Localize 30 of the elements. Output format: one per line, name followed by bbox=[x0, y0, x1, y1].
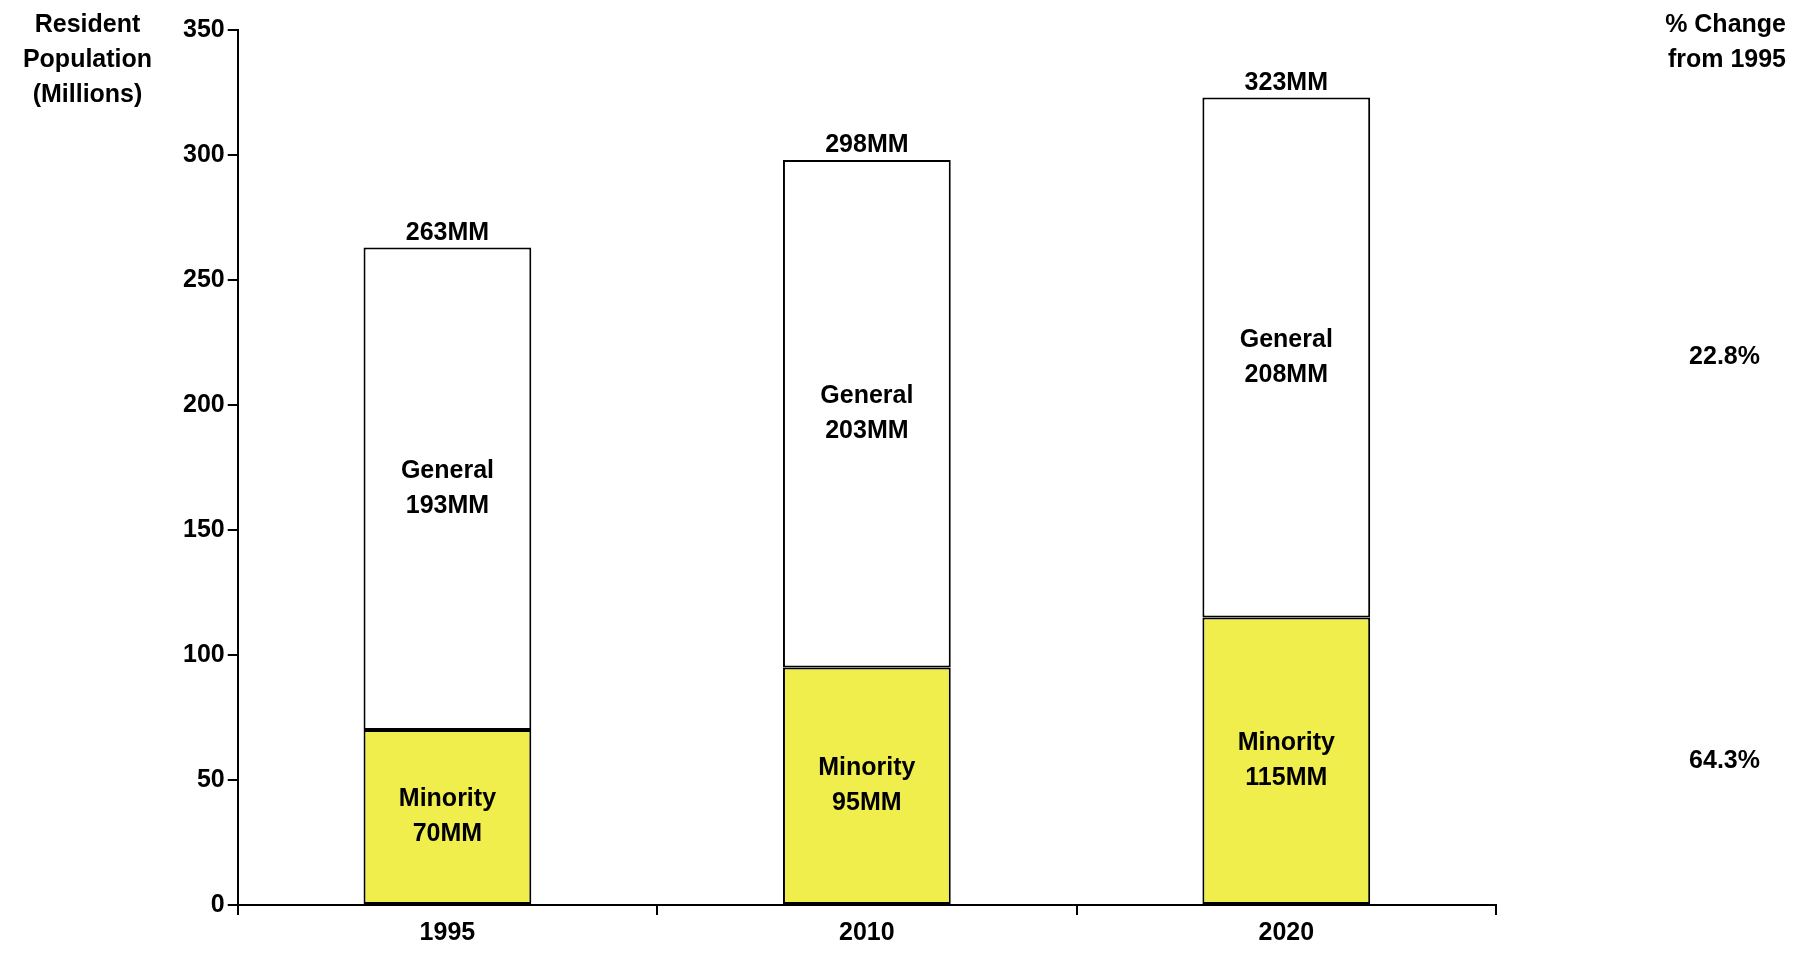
data-label: 115MM bbox=[1245, 762, 1328, 791]
text: % Change from 1995 bbox=[1664, 8, 1786, 74]
data-label: 70MM bbox=[412, 818, 483, 847]
y-tick-label: 350 bbox=[182, 13, 225, 42]
data-label: 193MM bbox=[405, 490, 490, 519]
total-label: 298MM bbox=[825, 129, 909, 158]
y-tick-label: 0 bbox=[210, 888, 225, 917]
x-tick-label: 2020 bbox=[1258, 916, 1315, 945]
total-label: 263MM bbox=[405, 216, 490, 245]
text: General bbox=[1239, 323, 1333, 352]
total-label: 323MM bbox=[1244, 66, 1328, 95]
series-label: Minority bbox=[398, 783, 497, 812]
y-tick-label: 100 bbox=[182, 638, 225, 667]
text: Minority bbox=[818, 752, 916, 781]
text: General bbox=[820, 380, 914, 409]
y-tick-label: 150 bbox=[182, 513, 225, 542]
x-tick-label: 2010 bbox=[839, 916, 895, 945]
y-tick-label: 200 bbox=[182, 388, 225, 417]
y-tick-label: 50 bbox=[196, 763, 225, 792]
y-tick-label: 300 bbox=[182, 138, 225, 167]
data-label: 95MM bbox=[832, 787, 902, 816]
x-tick-label: 1995 bbox=[419, 916, 476, 945]
text: 22.8% bbox=[1689, 341, 1760, 370]
data-label: 208MM bbox=[1244, 358, 1328, 387]
text: 64.3% bbox=[1689, 744, 1760, 773]
data-label: 203MM bbox=[825, 415, 909, 444]
y-tick-label: 250 bbox=[182, 263, 225, 292]
text: Minority bbox=[1237, 727, 1335, 756]
y-axis-title: Resident Population (Millions) bbox=[21, 8, 154, 109]
series-label: General bbox=[400, 455, 494, 484]
